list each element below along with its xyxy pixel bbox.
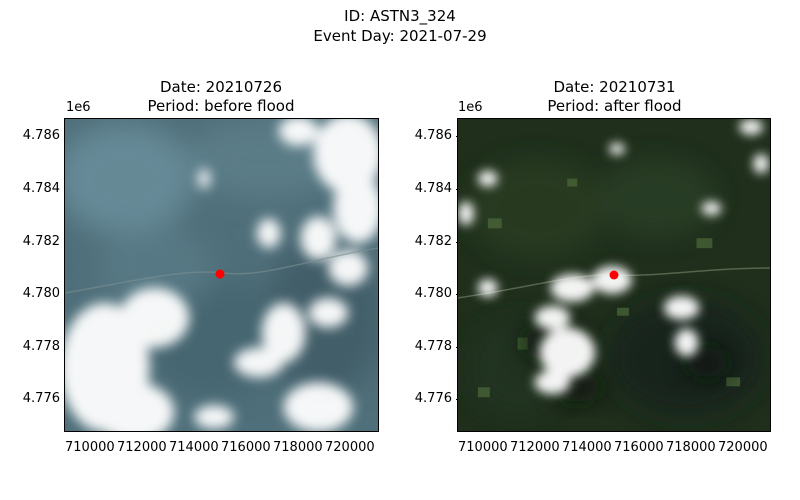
y-axis-exponent: 1e6 bbox=[66, 100, 91, 115]
y-tick-label: 4.782 bbox=[414, 234, 461, 249]
y-tick-label: 4.786 bbox=[22, 128, 69, 143]
y-tick-label: 4.784 bbox=[22, 181, 69, 196]
x-axis-ticks: 710000 712000 714000 716000 718000 72000… bbox=[400, 440, 800, 460]
y-tick-label: 4.780 bbox=[414, 286, 461, 301]
panel-period: Period: after flood bbox=[547, 97, 682, 115]
x-tick-label: 712000 bbox=[510, 440, 560, 455]
satellite-image-graphic bbox=[65, 119, 378, 431]
x-tick-label: 720000 bbox=[325, 440, 375, 455]
x-tick-label: 716000 bbox=[221, 440, 271, 455]
y-tick-label: 4.778 bbox=[22, 339, 69, 354]
x-tick-label: 714000 bbox=[562, 440, 612, 455]
satellite-image-before bbox=[64, 118, 379, 432]
panel-after-flood: Date: 20210731 Period: after flood 1e6 4… bbox=[400, 0, 800, 500]
x-tick-label: 714000 bbox=[169, 440, 219, 455]
y-tick-label: 4.780 bbox=[22, 286, 69, 301]
y-tick-label: 4.786 bbox=[414, 128, 461, 143]
panel-period: Period: before flood bbox=[147, 97, 295, 115]
flood-marker bbox=[215, 269, 225, 279]
x-tick-label: 720000 bbox=[718, 440, 768, 455]
x-tick-label: 710000 bbox=[458, 440, 508, 455]
y-tick-label: 4.784 bbox=[414, 181, 461, 196]
y-tick-label: 4.782 bbox=[22, 234, 69, 249]
y-tick-label: 4.776 bbox=[414, 391, 461, 406]
panel-title: Date: 20210726 Period: before flood bbox=[64, 78, 378, 116]
x-axis-ticks: 710000 712000 714000 716000 718000 72000… bbox=[0, 440, 400, 460]
x-tick-label: 710000 bbox=[65, 440, 115, 455]
panel-title: Date: 20210731 Period: after flood bbox=[458, 78, 771, 116]
figure-suptitle: ID: ASTN3_324 Event Day: 2021-07-29 bbox=[0, 6, 800, 46]
y-axis-ticks: 4.786 4.784 4.782 4.780 4.778 4.776 bbox=[0, 0, 69, 500]
x-tick-label: 712000 bbox=[117, 440, 167, 455]
flood-marker bbox=[609, 270, 619, 280]
x-tick-label: 718000 bbox=[273, 440, 323, 455]
panel-date: Date: 20210731 bbox=[553, 78, 676, 96]
x-tick-label: 716000 bbox=[614, 440, 664, 455]
y-tick-label: 4.776 bbox=[22, 391, 69, 406]
panel-date: Date: 20210726 bbox=[159, 78, 283, 96]
x-tick-label: 718000 bbox=[666, 440, 716, 455]
y-tick-label: 4.778 bbox=[414, 339, 461, 354]
suptitle-id: ID: ASTN3_324 bbox=[344, 7, 456, 25]
satellite-image-graphic bbox=[458, 119, 770, 431]
panel-before-flood: Date: 20210726 Period: before flood 1e6 … bbox=[0, 0, 400, 500]
satellite-image-after bbox=[457, 118, 771, 432]
suptitle-event-day: Event Day: 2021-07-29 bbox=[313, 27, 487, 45]
y-axis-exponent: 1e6 bbox=[458, 100, 483, 115]
y-axis-ticks: 4.786 4.784 4.782 4.780 4.778 4.776 bbox=[400, 0, 461, 500]
